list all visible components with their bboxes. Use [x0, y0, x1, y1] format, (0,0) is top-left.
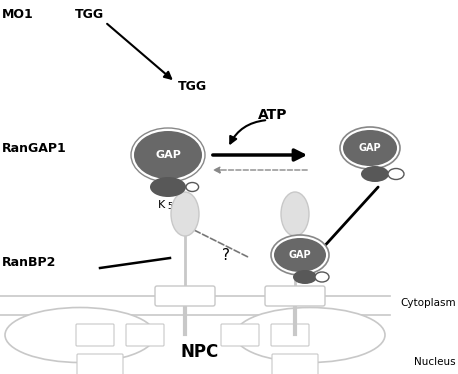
Ellipse shape: [150, 177, 186, 197]
FancyBboxPatch shape: [77, 354, 123, 374]
Ellipse shape: [235, 307, 385, 362]
Text: GAP: GAP: [155, 150, 181, 160]
Ellipse shape: [361, 166, 389, 182]
Text: ATP: ATP: [258, 108, 288, 122]
FancyBboxPatch shape: [126, 324, 164, 346]
FancyBboxPatch shape: [265, 286, 325, 306]
FancyBboxPatch shape: [155, 286, 215, 306]
Ellipse shape: [343, 130, 397, 166]
Ellipse shape: [315, 272, 329, 282]
Ellipse shape: [5, 307, 155, 362]
Ellipse shape: [171, 192, 199, 236]
Text: RanGAP1: RanGAP1: [2, 141, 67, 154]
Ellipse shape: [186, 183, 199, 191]
Text: MO1: MO1: [2, 8, 34, 21]
Text: Nucleus: Nucleus: [414, 357, 456, 367]
FancyBboxPatch shape: [76, 324, 114, 346]
Text: K: K: [158, 200, 165, 210]
Ellipse shape: [293, 270, 317, 284]
Text: TGG: TGG: [75, 8, 104, 21]
Ellipse shape: [131, 128, 205, 182]
Ellipse shape: [271, 235, 329, 275]
Text: NPC: NPC: [181, 343, 219, 361]
FancyBboxPatch shape: [221, 324, 259, 346]
Ellipse shape: [340, 127, 400, 169]
Text: GAP: GAP: [359, 143, 382, 153]
Text: TGG: TGG: [178, 80, 207, 93]
Text: 526: 526: [167, 202, 183, 211]
FancyBboxPatch shape: [272, 354, 318, 374]
Text: ?: ?: [222, 248, 230, 264]
Text: RanBP2: RanBP2: [2, 255, 56, 269]
Text: GAP: GAP: [289, 250, 311, 260]
Ellipse shape: [134, 131, 202, 179]
Ellipse shape: [388, 169, 404, 180]
Ellipse shape: [281, 192, 309, 236]
FancyBboxPatch shape: [271, 324, 309, 346]
Text: Cytoplasm: Cytoplasm: [400, 298, 456, 308]
Ellipse shape: [274, 238, 326, 272]
